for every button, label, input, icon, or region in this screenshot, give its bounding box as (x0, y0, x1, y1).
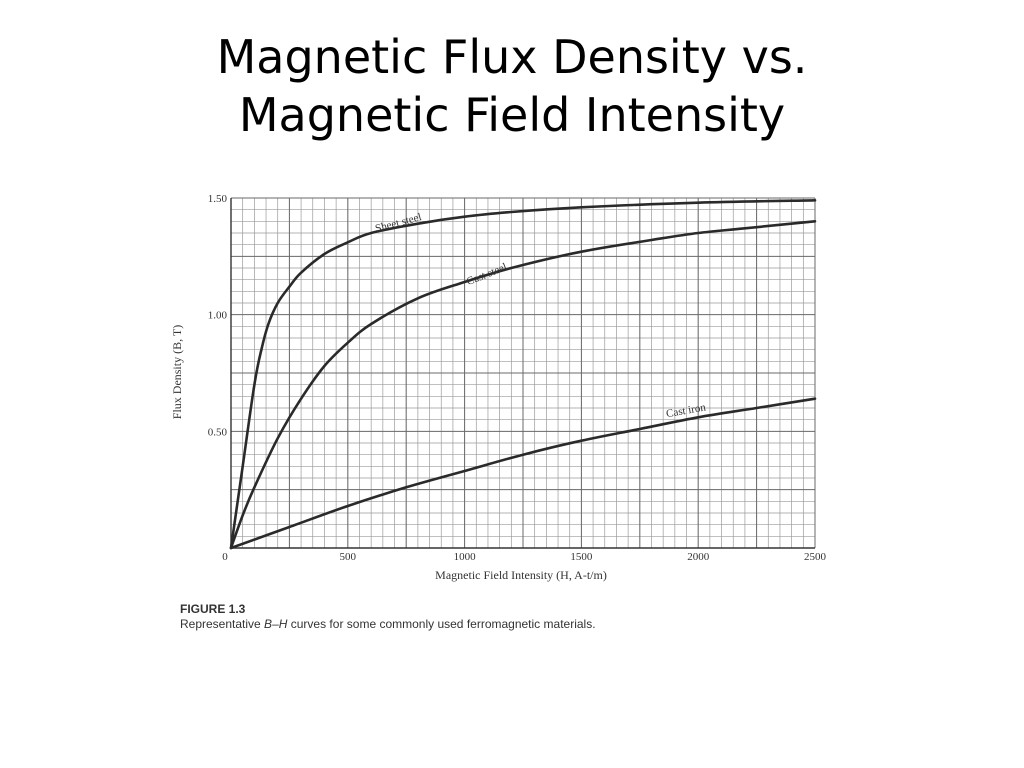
series-line-cast-steel (229, 220, 817, 550)
y-tick-label: 0.50 (208, 426, 228, 438)
slide-title-line1: Magnetic Flux Density vs. (216, 30, 808, 84)
x-tick-label: 0 (222, 551, 228, 563)
figure-caption-text: Representative B–H curves for some commo… (180, 617, 596, 632)
x-tick-label: 500 (340, 551, 357, 563)
chart-series (229, 199, 817, 550)
chart-axes (230, 198, 815, 549)
chart-axis-labels: Magnetic Field Intensity (H, A-t/m) Flux … (170, 325, 607, 582)
caption-after: curves for some commonly used ferromagne… (287, 617, 596, 631)
y-tick-label: 1.00 (208, 310, 228, 322)
caption-dash: – (272, 617, 279, 631)
series-line-cast-iron (229, 397, 817, 550)
x-tick-label: 2000 (687, 551, 710, 563)
slide-title-line2: Magnetic Field Intensity (238, 88, 786, 142)
figure-label: FIGURE 1.3 (180, 602, 246, 616)
y-tick-label: 1.50 (208, 193, 228, 205)
caption-before: Representative (180, 617, 265, 631)
x-tick-label: 1000 (454, 551, 477, 563)
x-tick-label: 1500 (570, 551, 593, 563)
caption-symbol-b: B (264, 617, 273, 631)
x-tick-label: 2500 (804, 551, 827, 563)
slide-title: Magnetic Flux Density vs. Magnetic Field… (0, 28, 1024, 144)
caption-symbol-h: H (278, 617, 288, 631)
figure-caption: FIGURE 1.3 Representative B–H curves for… (180, 602, 596, 632)
chart-tick-labels: 0 500 1000 1500 2000 2500 0.50 1.00 1.50 (208, 193, 827, 563)
series-line-sheet-steel (229, 199, 817, 550)
y-axis-label: Flux Density (B, T) (170, 325, 184, 419)
x-axis-label: Magnetic Field Intensity (H, A-t/m) (435, 568, 607, 582)
